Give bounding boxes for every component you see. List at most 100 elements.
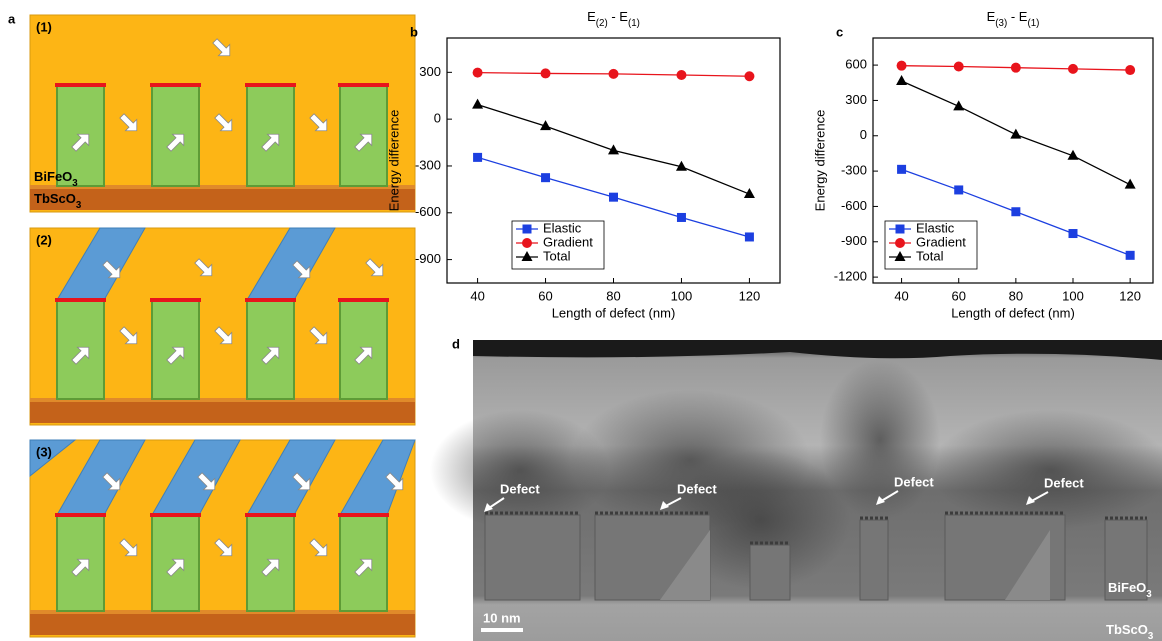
substrate-label-part: 3 xyxy=(76,200,82,211)
chart-title-part: (3) xyxy=(995,18,1007,29)
domain-wall-cap xyxy=(245,298,296,302)
domain-wall-cap xyxy=(245,513,296,517)
marker xyxy=(541,68,551,78)
defect-label: Defect xyxy=(500,481,540,496)
panel-label: b xyxy=(410,24,418,39)
domain-wall-cap xyxy=(150,298,201,302)
marker xyxy=(522,238,532,248)
defect-label: Defect xyxy=(1044,475,1084,490)
x-tick-label: 100 xyxy=(671,288,693,303)
x-tick-label: 60 xyxy=(951,288,965,303)
chart-title-part: - E xyxy=(608,9,629,24)
y-tick-label: 0 xyxy=(434,111,441,126)
marker xyxy=(473,68,483,78)
domain-wall-cap xyxy=(150,83,201,87)
substrate xyxy=(30,612,415,635)
chart-title-part: - E xyxy=(1007,9,1028,24)
defect-label: Defect xyxy=(894,474,934,489)
marker xyxy=(1125,65,1135,75)
subpanel-label: (3) xyxy=(36,444,52,459)
marker xyxy=(1125,179,1136,189)
legend-label: Total xyxy=(543,248,571,263)
domain-wall-cap xyxy=(245,83,296,87)
domain-wall-cap xyxy=(55,513,106,517)
scale-bar xyxy=(481,628,523,632)
marker xyxy=(895,238,905,248)
film-label-part: 3 xyxy=(72,178,78,189)
x-tick-label: 40 xyxy=(894,288,908,303)
y-axis-label: Energy difference xyxy=(812,110,827,212)
marker xyxy=(473,153,482,162)
domain-pillar xyxy=(750,545,790,600)
y-tick-label: -900 xyxy=(841,233,867,248)
panel-label: c xyxy=(836,24,843,39)
subpanel-label: (1) xyxy=(36,19,52,34)
marker xyxy=(541,173,550,182)
scale-bar-label: 10 nm xyxy=(483,610,521,625)
panel-label: d xyxy=(452,336,460,351)
marker xyxy=(676,70,686,80)
marker xyxy=(1068,64,1078,74)
domain-wall-cap xyxy=(338,298,389,302)
substrate xyxy=(30,400,415,423)
marker xyxy=(677,213,686,222)
legend-label: Gradient xyxy=(543,234,593,249)
y-tick-label: 0 xyxy=(860,127,867,142)
substrate-label-part: TbScO xyxy=(34,191,76,206)
marker xyxy=(472,99,483,109)
film-label-part: BiFeO xyxy=(34,169,72,184)
marker xyxy=(1069,229,1078,238)
chart-title-part: (1) xyxy=(628,18,640,29)
substrate-label-part: 3 xyxy=(1148,631,1154,641)
y-tick-label: -300 xyxy=(415,157,441,172)
domain-pillar xyxy=(485,515,580,600)
domain-wall-cap xyxy=(338,83,389,87)
marker xyxy=(897,165,906,174)
domain-wall-cap xyxy=(338,513,389,517)
chart-title-part: E xyxy=(587,9,596,24)
marker xyxy=(1126,251,1135,260)
marker xyxy=(896,225,905,234)
marker xyxy=(523,225,532,234)
x-tick-label: 80 xyxy=(1009,288,1023,303)
y-tick-label: 300 xyxy=(419,64,441,79)
defect-label: Defect xyxy=(677,481,717,496)
marker xyxy=(1011,63,1021,73)
x-tick-label: 40 xyxy=(470,288,484,303)
panel-label: a xyxy=(8,11,16,26)
domain-wall-cap xyxy=(55,298,106,302)
marker xyxy=(896,75,907,85)
marker xyxy=(609,193,618,202)
y-tick-label: -600 xyxy=(415,204,441,219)
substrate-label-part: TbScO xyxy=(1106,622,1148,637)
legend-label: Gradient xyxy=(916,234,966,249)
chart-title-part: E xyxy=(987,9,996,24)
y-axis-label: Energy difference xyxy=(386,110,401,212)
y-tick-label: -900 xyxy=(415,251,441,266)
y-tick-label: 300 xyxy=(845,92,867,107)
x-axis-label: Length of defect (nm) xyxy=(552,305,676,320)
x-tick-label: 100 xyxy=(1062,288,1084,303)
marker xyxy=(1010,129,1021,139)
marker xyxy=(1011,207,1020,216)
marker xyxy=(744,71,754,81)
x-tick-label: 60 xyxy=(538,288,552,303)
marker xyxy=(954,185,963,194)
y-tick-label: -600 xyxy=(841,198,867,213)
chart-title: E(2) - E(1) xyxy=(587,9,640,29)
film-label-part: BiFeO xyxy=(1108,580,1146,595)
legend-label: Elastic xyxy=(916,220,955,235)
marker xyxy=(897,61,907,71)
y-tick-label: -300 xyxy=(841,163,867,178)
chart-title-part: (2) xyxy=(596,18,608,29)
domain-wall-cap xyxy=(150,513,201,517)
x-axis-label: Length of defect (nm) xyxy=(951,305,1075,320)
figure: a(1)BiFeO3TbScO3(2)(3)bE(2) - E(1)-900-6… xyxy=(0,0,1162,641)
domain-pillar xyxy=(860,520,888,600)
chart-title-part: (1) xyxy=(1027,18,1039,29)
x-tick-label: 80 xyxy=(606,288,620,303)
marker xyxy=(609,69,619,79)
y-tick-label: 600 xyxy=(845,57,867,72)
x-tick-label: 120 xyxy=(1119,288,1141,303)
x-tick-label: 120 xyxy=(739,288,761,303)
